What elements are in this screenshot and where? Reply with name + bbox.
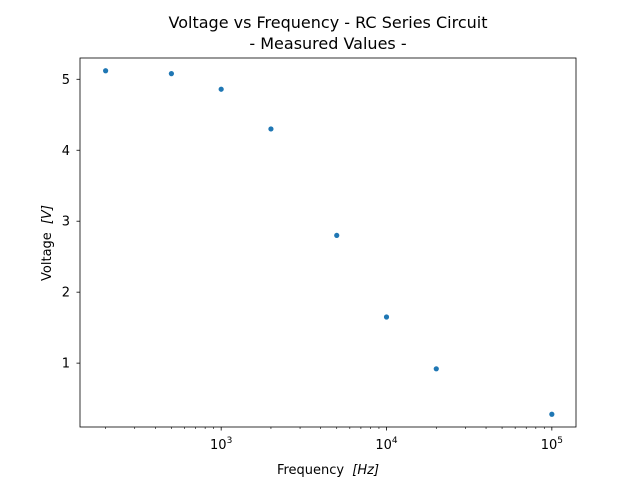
chart-title-line-2: - Measured Values - [249, 34, 406, 53]
y-tick-label: 5 [62, 73, 70, 88]
plot-frame [79, 57, 577, 428]
data-point [218, 86, 224, 92]
x-tick-label: 104 [375, 436, 398, 453]
y-tick-label: 3 [62, 215, 70, 230]
y-tick-label: 2 [62, 286, 70, 301]
plot-area [79, 57, 577, 428]
x-axis-label-main: Frequency [277, 463, 344, 478]
data-point [268, 126, 274, 132]
y-axis-label-unit: [V] [40, 205, 55, 224]
x-axis-label-unit: [Hz] [352, 463, 379, 478]
x-axis-label: Frequency [Hz] [277, 463, 379, 478]
data-point [383, 314, 390, 320]
data-point [103, 68, 109, 74]
data-point [549, 411, 555, 417]
data-point [168, 71, 175, 77]
data-point [334, 232, 340, 239]
y-axis-label: Voltage [V] [40, 205, 55, 281]
chart-title: Voltage vs Frequency - RC Series Circuit… [169, 13, 488, 53]
y-axis-ticks: 1 2 3 4 5 [62, 73, 80, 372]
x-tick-label: 105 [541, 436, 563, 453]
data-series-measured [103, 68, 555, 417]
y-axis-label-main: Voltage [40, 232, 55, 281]
y-tick-label: 4 [62, 144, 70, 159]
x-axis-ticks: 103 104 105 [105, 427, 563, 453]
chart-title-line-1: Voltage vs Frequency - RC Series Circuit [169, 13, 488, 32]
y-tick-label: 1 [62, 357, 70, 372]
data-point [433, 366, 439, 372]
x-tick-label: 103 [210, 436, 232, 453]
